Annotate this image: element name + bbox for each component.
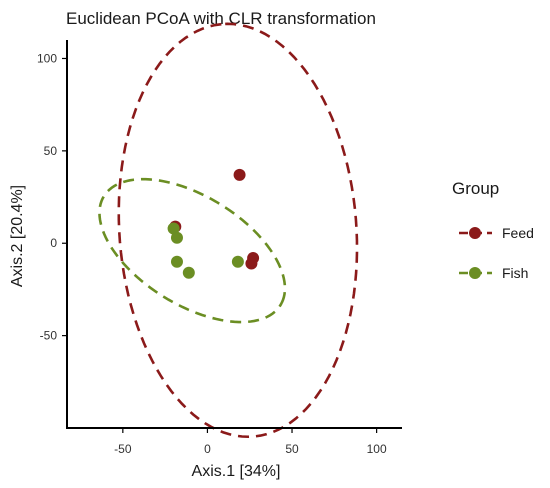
x-axis-ticks: -50 0 50 100 <box>114 428 387 456</box>
legend-title: Group <box>452 179 499 198</box>
x-tick-label: -50 <box>114 442 132 456</box>
legend-label-fish: Fish <box>502 265 528 281</box>
chart-title: Euclidean PCoA with CLR transformation <box>66 9 376 28</box>
point-fish <box>231 255 244 268</box>
plot-area <box>98 22 359 439</box>
x-tick-label: 50 <box>285 442 299 456</box>
point-fish <box>170 231 183 244</box>
ellipse-fish <box>98 177 287 324</box>
point-feed <box>245 257 258 270</box>
legend: Group Feed Fish <box>452 179 534 281</box>
x-tick-label: 100 <box>367 442 387 456</box>
y-axis-label: Axis.2 [20.4%] <box>9 185 26 287</box>
x-axis-label: Axis.1 [34%] <box>192 463 281 480</box>
y-tick-label: 100 <box>37 51 57 65</box>
legend-key-point <box>469 267 481 279</box>
ellipse-feed <box>117 22 359 439</box>
y-tick-label: 50 <box>44 144 58 158</box>
point-fish <box>170 255 183 268</box>
legend-label-feed: Feed <box>502 225 534 241</box>
y-axis-ticks: -50 0 50 100 <box>37 51 67 343</box>
y-tick-label: 0 <box>50 236 57 250</box>
point-feed <box>233 168 246 181</box>
point-fish <box>167 222 180 235</box>
point-fish <box>182 266 195 279</box>
legend-key-point <box>469 227 481 239</box>
y-tick-label: -50 <box>40 329 58 343</box>
x-tick-label: 0 <box>204 442 211 456</box>
